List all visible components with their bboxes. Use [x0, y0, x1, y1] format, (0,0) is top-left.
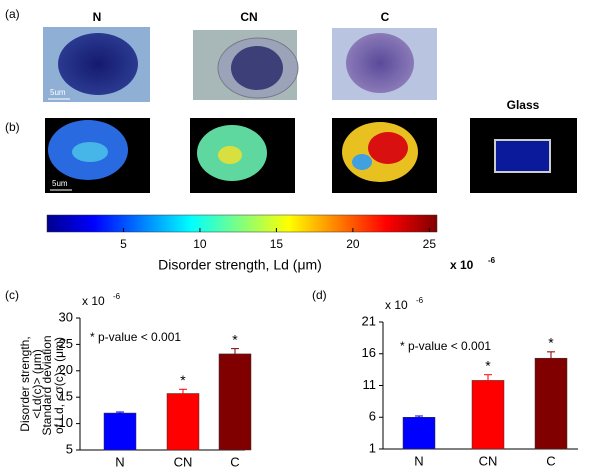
- colorbar-tick-label: 20: [346, 237, 360, 251]
- scale-bar-label: 5um: [50, 88, 66, 97]
- bar: [471, 380, 505, 450]
- error-bar: [547, 351, 555, 365]
- multiplier: x 10: [385, 298, 408, 312]
- image-label: C: [381, 10, 390, 24]
- y-tick-label: 15: [59, 389, 73, 404]
- y-tick-label: 21: [362, 313, 376, 328]
- y-axis-label: Standard deviation: [40, 335, 54, 435]
- significance-marker: *: [485, 357, 491, 373]
- annotation: * p-value < 0.001: [400, 339, 491, 353]
- colorbar-tick-label: 15: [270, 237, 284, 251]
- colorbar: [46, 214, 438, 233]
- y-tick-label: 6: [369, 409, 376, 424]
- error-bar: [231, 348, 239, 360]
- image-label: CN: [240, 10, 257, 24]
- x-tick-label: C: [230, 454, 239, 469]
- panel-label: (d): [312, 288, 327, 302]
- panel-label: (c): [5, 288, 19, 302]
- bar: [103, 412, 137, 451]
- y-axis-label: Disorder strength,: [18, 336, 32, 431]
- error-bar: [179, 388, 187, 398]
- panel-label: (b): [5, 120, 20, 134]
- x-tick-label: C: [546, 453, 555, 468]
- significance-marker: *: [548, 335, 554, 351]
- y-tick-label: 25: [59, 336, 73, 351]
- exponent: -6: [113, 292, 121, 301]
- image-label: N: [93, 10, 102, 24]
- y-tick-label: 16: [362, 345, 376, 360]
- x-tick-label: N: [115, 454, 124, 469]
- error-bar: [116, 411, 124, 415]
- y-tick-label: 30: [59, 309, 73, 324]
- colorbar-label: Disorder strength, Ld (μm): [158, 257, 322, 273]
- colorbar-tick-label: 10: [193, 237, 207, 251]
- scale-bar-label: 5um: [52, 179, 68, 188]
- exponent: -6: [416, 296, 424, 305]
- annotation: * p-value < 0.001: [90, 330, 181, 344]
- multiplier: x 10: [82, 294, 105, 308]
- colorbar-tick-label: 5: [120, 237, 127, 251]
- image-panels: [43, 27, 577, 193]
- y-tick-label: 10: [59, 415, 73, 430]
- colorbar-multiplier: x 10: [450, 258, 474, 272]
- significance-marker: *: [180, 372, 186, 388]
- y-tick-label: 5: [66, 441, 73, 456]
- image-label: Glass: [507, 98, 540, 112]
- y-axis-label: of Ld, <σ(c)> (μm): [52, 337, 66, 434]
- significance-marker: *: [232, 331, 238, 347]
- x-tick-label: CN: [479, 453, 498, 468]
- y-axis-label: <Ld(c)> (μm): [30, 349, 44, 419]
- x-tick-label: CN: [174, 454, 193, 469]
- bar: [218, 353, 252, 451]
- y-tick-label: 11: [363, 377, 377, 392]
- error-bar: [484, 374, 492, 387]
- colorbar-tick-label: 25: [423, 237, 437, 251]
- bar: [166, 393, 200, 451]
- y-tick-label: 1: [369, 440, 376, 455]
- bar: [402, 417, 436, 450]
- bar: [534, 357, 568, 450]
- x-tick-label: N: [414, 453, 423, 468]
- y-tick-label: 20: [59, 362, 73, 377]
- colorbar-exponent: -6: [488, 256, 496, 265]
- error-bar: [415, 415, 423, 419]
- panel-label: (a): [5, 7, 20, 21]
